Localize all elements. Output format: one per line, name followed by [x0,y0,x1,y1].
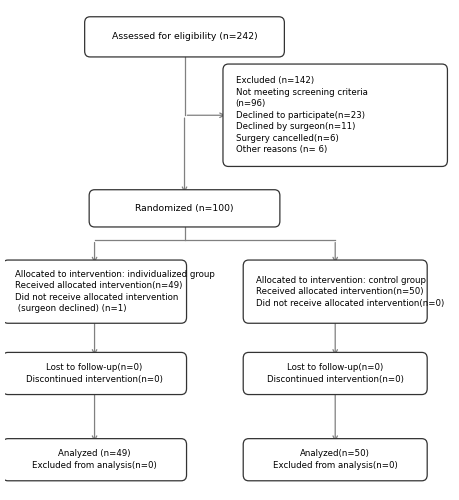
Text: Analyzed(n=50)
Excluded from analysis(n=0): Analyzed(n=50) Excluded from analysis(n=… [273,450,397,470]
FancyBboxPatch shape [243,438,427,481]
Text: Analyzed (n=49)
Excluded from analysis(n=0): Analyzed (n=49) Excluded from analysis(n… [32,450,157,470]
Text: Lost to follow-up(n=0)
Discontinued intervention(n=0): Lost to follow-up(n=0) Discontinued inte… [26,364,163,384]
Text: Excluded (n=142)
Not meeting screening criteria
(n=96)
Declined to participate(n: Excluded (n=142) Not meeting screening c… [235,76,368,154]
Text: Randomized (n=100): Randomized (n=100) [135,204,234,213]
FancyBboxPatch shape [84,17,285,57]
Text: Assessed for eligibility (n=242): Assessed for eligibility (n=242) [112,32,257,42]
FancyBboxPatch shape [89,190,280,227]
FancyBboxPatch shape [243,352,427,395]
FancyBboxPatch shape [223,64,448,166]
Text: Allocated to intervention: individualized group
Received allocated intervention(: Allocated to intervention: individualize… [15,270,215,314]
Text: Allocated to intervention: control group
Received allocated intervention(n=50)
D: Allocated to intervention: control group… [256,276,444,308]
FancyBboxPatch shape [243,260,427,324]
FancyBboxPatch shape [3,260,186,324]
Text: Lost to follow-up(n=0)
Discontinued intervention(n=0): Lost to follow-up(n=0) Discontinued inte… [267,364,403,384]
FancyBboxPatch shape [3,352,186,395]
FancyBboxPatch shape [3,438,186,481]
